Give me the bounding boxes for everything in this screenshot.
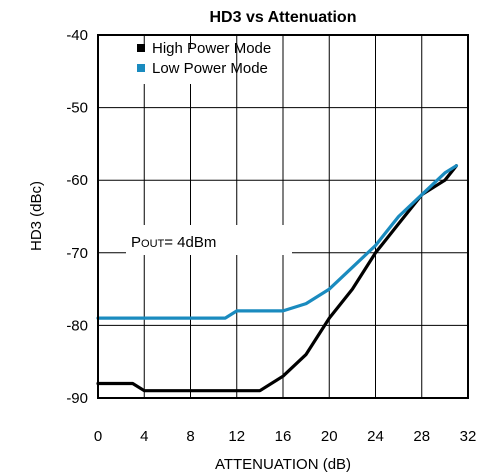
x-tick-label: 32	[460, 428, 477, 445]
y-tick-label: -60	[66, 172, 88, 189]
annotation-subscript: OUT	[141, 238, 165, 250]
series-line-low-power	[96, 164, 458, 320]
x-axis-label: ATTENUATION (dB)	[215, 456, 351, 473]
annotation-background	[126, 225, 292, 255]
y-tick-labels: -90 -80 -70 -60 -50 -40	[66, 27, 88, 407]
x-tick-label: 28	[413, 428, 430, 445]
y-tick-label: -90	[66, 390, 88, 407]
annotation-rest: = 4dBm	[164, 234, 216, 251]
x-tick-label: 4	[140, 428, 148, 445]
x-tick-label: 24	[367, 428, 384, 445]
annotation-main: P	[131, 234, 141, 251]
x-tick-label: 16	[275, 428, 292, 445]
x-tick-label: 0	[94, 428, 102, 445]
y-tick-label: -40	[66, 27, 88, 44]
legend-label-low-power: Low Power Mode	[152, 60, 268, 77]
pout-annotation: POUT= 4dBm	[126, 225, 292, 255]
grid	[97, 34, 469, 399]
legend-swatch-low-power	[137, 64, 145, 72]
y-tick-label: -80	[66, 317, 88, 334]
y-tick-label: -70	[66, 245, 88, 262]
series-lines	[96, 164, 458, 393]
x-tick-label: 20	[321, 428, 338, 445]
legend-label-high-power: High Power Mode	[152, 40, 271, 57]
y-tick-label: -50	[66, 100, 88, 117]
series-line-high-power	[96, 164, 458, 393]
plot-frame	[97, 34, 469, 399]
legend: High Power Mode Low Power Mode	[123, 40, 271, 84]
chart-title: HD3 vs Attenuation	[210, 9, 357, 26]
legend-swatch-high-power	[137, 44, 145, 52]
x-tick-labels: 0 4 8 12 16 20 24 28 32	[94, 428, 477, 445]
y-axis-label: HD3 (dBc)	[28, 181, 45, 251]
x-tick-label: 8	[186, 428, 194, 445]
annotation-text: POUT= 4dBm	[131, 234, 216, 251]
x-tick-label: 12	[228, 428, 245, 445]
